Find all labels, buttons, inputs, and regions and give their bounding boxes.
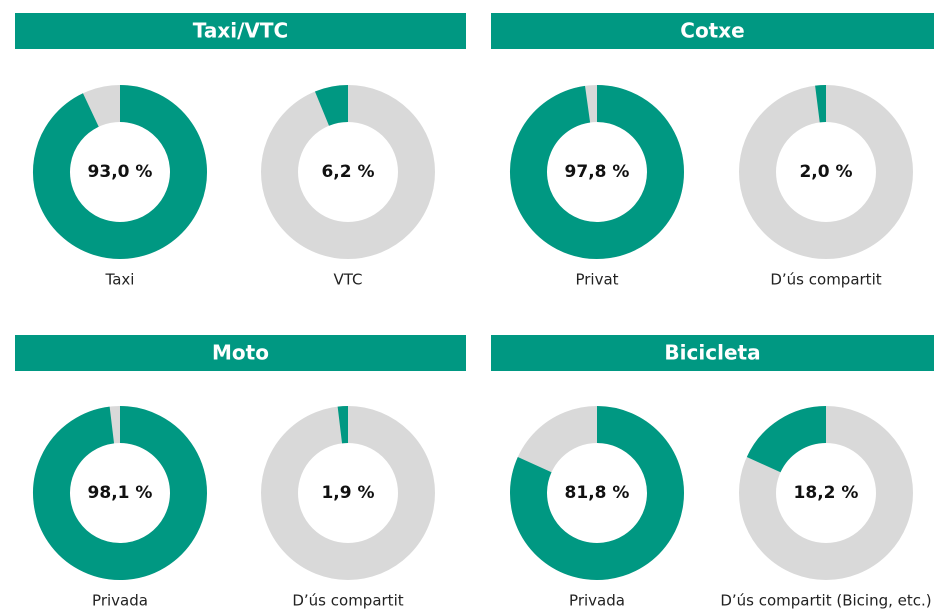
value-label: 98,1 %: [88, 483, 153, 503]
category-label: Privada: [569, 592, 625, 610]
panel-header: [15, 335, 466, 371]
panel-title: Bicicleta: [664, 341, 760, 365]
donut-segment: [510, 85, 684, 259]
value-label: 18,2 %: [794, 483, 859, 503]
donut-segment: [33, 406, 207, 580]
panel-title: Taxi/VTC: [193, 19, 288, 43]
value-label: 93,0 %: [88, 162, 153, 182]
donut-segment: [815, 85, 827, 123]
category-label: D’ús compartit: [292, 592, 403, 610]
value-label: 1,9 %: [321, 483, 374, 503]
panel-header: [15, 13, 466, 49]
category-label: Taxi: [105, 271, 135, 289]
value-label: 6,2 %: [321, 162, 374, 182]
category-label: D’ús compartit: [770, 271, 881, 289]
donut-segment: [510, 406, 684, 580]
value-label: 81,8 %: [565, 483, 630, 503]
donut-segment: [314, 85, 349, 127]
donut-segment: [746, 406, 827, 474]
category-label: Privat: [575, 271, 618, 289]
panel-header: [491, 13, 934, 49]
donut-segment: [33, 85, 207, 259]
value-label: 97,8 %: [565, 162, 630, 182]
value-label: 2,0 %: [799, 162, 852, 182]
category-label: VTC: [333, 271, 362, 289]
category-label: Privada: [92, 592, 148, 610]
panel-title: Moto: [212, 341, 269, 365]
category-label: D’ús compartit (Bicing, etc.): [720, 592, 931, 610]
panel-title: Cotxe: [680, 19, 744, 43]
panel-header: [491, 335, 934, 371]
